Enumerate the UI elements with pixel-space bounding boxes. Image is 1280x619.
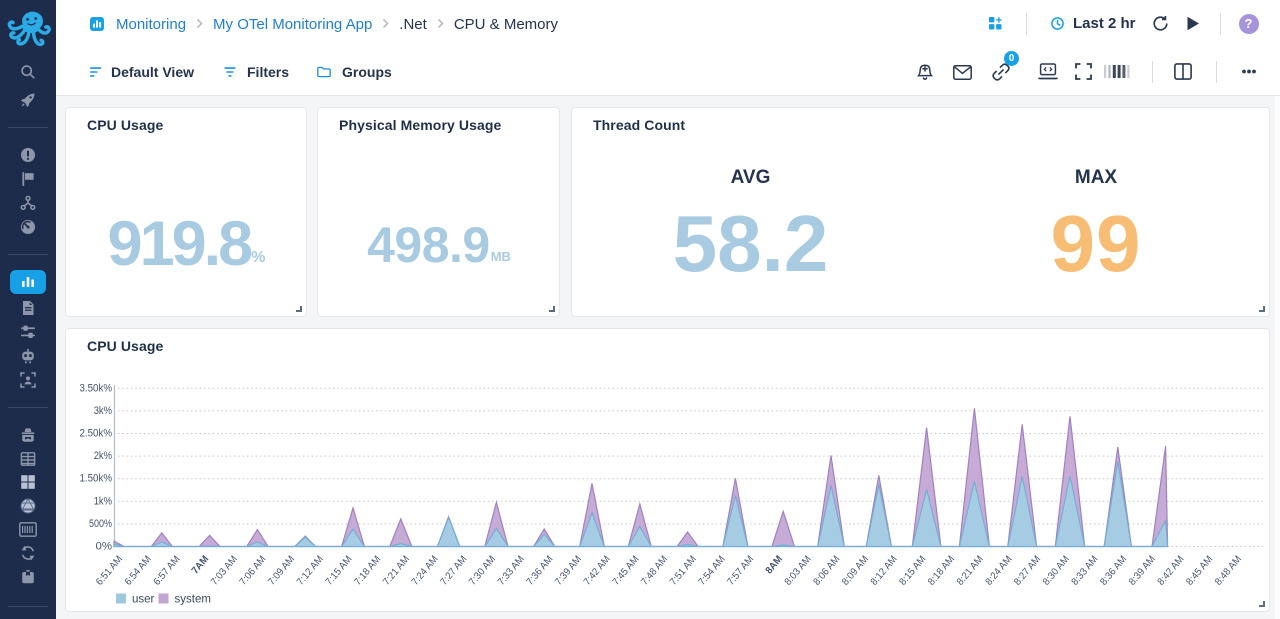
svg-text:7:45 AM: 7:45 AM <box>611 554 642 588</box>
svg-text:7:39 AM: 7:39 AM <box>553 554 584 588</box>
svg-text:8:39 AM: 8:39 AM <box>1127 554 1158 588</box>
svg-text:6:57 AM: 6:57 AM <box>152 554 183 588</box>
svg-text:8:36 AM: 8:36 AM <box>1098 554 1129 588</box>
svg-text:user: user <box>132 594 155 606</box>
svg-text:6:51 AM: 6:51 AM <box>94 554 125 588</box>
svg-text:8:30 AM: 8:30 AM <box>1041 554 1072 588</box>
svg-text:0%: 0% <box>96 541 113 553</box>
svg-text:8:15 AM: 8:15 AM <box>897 554 928 588</box>
svg-text:7:57 AM: 7:57 AM <box>725 554 756 588</box>
svg-text:7:03 AM: 7:03 AM <box>209 554 240 588</box>
svg-text:7:30 AM: 7:30 AM <box>467 554 498 588</box>
svg-text:7:15 AM: 7:15 AM <box>324 554 355 588</box>
svg-text:7:18 AM: 7:18 AM <box>352 554 383 588</box>
svg-text:2.50k%: 2.50k% <box>80 428 113 440</box>
svg-text:7:27 AM: 7:27 AM <box>438 554 469 588</box>
svg-text:8:18 AM: 8:18 AM <box>926 554 957 588</box>
svg-text:500%: 500% <box>89 518 112 530</box>
svg-text:7:24 AM: 7:24 AM <box>410 554 441 588</box>
svg-text:7AM: 7AM <box>190 554 211 576</box>
svg-text:8:09 AM: 8:09 AM <box>840 554 871 588</box>
svg-text:3.50k%: 3.50k% <box>80 382 113 394</box>
svg-text:8:42 AM: 8:42 AM <box>1156 554 1187 588</box>
svg-text:8:03 AM: 8:03 AM <box>783 554 814 588</box>
svg-text:8:24 AM: 8:24 AM <box>984 554 1015 588</box>
svg-text:2k%: 2k% <box>94 450 112 462</box>
svg-text:8:33 AM: 8:33 AM <box>1070 554 1101 588</box>
svg-text:7:09 AM: 7:09 AM <box>266 554 297 588</box>
svg-text:1k%: 1k% <box>94 495 112 507</box>
svg-text:8:21 AM: 8:21 AM <box>955 554 986 588</box>
svg-text:7:36 AM: 7:36 AM <box>525 554 556 588</box>
svg-text:system: system <box>175 594 211 606</box>
svg-text:8:27 AM: 8:27 AM <box>1012 554 1043 588</box>
svg-text:7:51 AM: 7:51 AM <box>668 554 699 588</box>
svg-text:6:54 AM: 6:54 AM <box>123 554 154 588</box>
svg-text:8AM: 8AM <box>764 554 785 576</box>
svg-text:1.50k%: 1.50k% <box>80 473 113 485</box>
svg-text:8:48 AM: 8:48 AM <box>1213 554 1244 588</box>
svg-text:7:42 AM: 7:42 AM <box>582 554 613 588</box>
svg-text:3k%: 3k% <box>94 405 112 417</box>
svg-text:8:12 AM: 8:12 AM <box>869 554 900 588</box>
svg-text:7:21 AM: 7:21 AM <box>381 554 412 588</box>
svg-text:7:54 AM: 7:54 AM <box>697 554 728 588</box>
svg-text:8:06 AM: 8:06 AM <box>811 554 842 588</box>
svg-text:8:45 AM: 8:45 AM <box>1184 554 1215 588</box>
svg-text:7:06 AM: 7:06 AM <box>238 554 269 588</box>
svg-text:7:33 AM: 7:33 AM <box>496 554 527 588</box>
svg-text:7:48 AM: 7:48 AM <box>639 554 670 588</box>
svg-text:7:12 AM: 7:12 AM <box>295 554 326 588</box>
